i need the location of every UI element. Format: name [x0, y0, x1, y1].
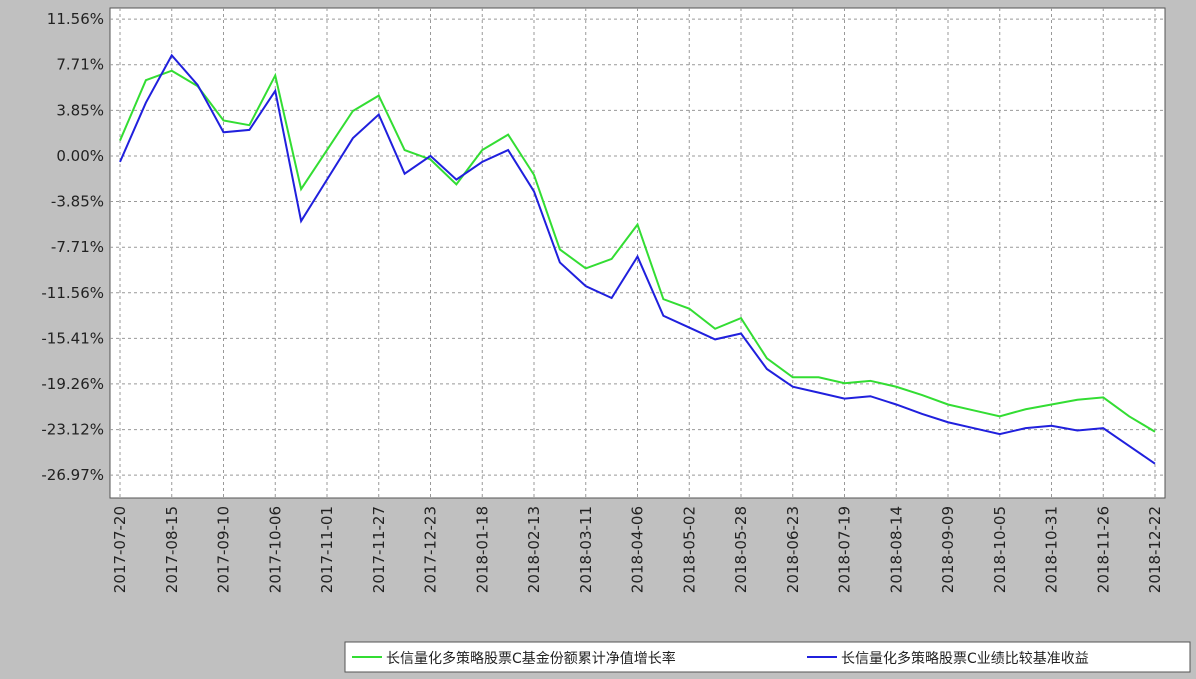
x-tick-label: 2017-08-15: [163, 506, 181, 593]
x-tick-label: 2018-01-18: [473, 506, 491, 593]
x-tick-label: 2017-12-23: [422, 506, 440, 593]
x-tick-label: 2018-03-11: [577, 506, 595, 593]
legend-label: 长信量化多策略股票C基金份额累计净值增长率: [386, 650, 676, 667]
y-tick-label: -11.56%: [41, 284, 104, 302]
x-tick-label: 2018-10-31: [1043, 506, 1061, 593]
x-tick-label: 2018-09-09: [939, 506, 957, 593]
y-tick-label: -26.97%: [41, 466, 104, 484]
y-tick-label: 11.56%: [47, 10, 104, 28]
x-tick-label: 2018-08-14: [887, 506, 905, 593]
x-tick-label: 2017-11-01: [318, 506, 336, 593]
x-tick-label: 2017-10-06: [266, 506, 284, 593]
x-tick-label: 2018-06-23: [784, 506, 802, 593]
x-tick-label: 2018-11-26: [1094, 506, 1112, 593]
y-tick-label: 7.71%: [56, 56, 104, 74]
x-tick-label: 2017-09-10: [215, 506, 233, 593]
x-tick-label: 2018-04-06: [629, 506, 647, 593]
x-tick-label: 2017-07-20: [111, 506, 129, 593]
legend-label: 长信量化多策略股票C业绩比较基准收益: [841, 650, 1089, 667]
x-tick-label: 2018-10-05: [991, 506, 1009, 593]
x-tick-label: 2018-07-19: [836, 506, 854, 593]
y-tick-label: -3.85%: [51, 193, 104, 211]
y-tick-label: -7.71%: [51, 238, 104, 256]
y-tick-label: 3.85%: [56, 101, 104, 119]
y-tick-label: -15.41%: [41, 329, 104, 347]
page: {"chart_data": {"type": "line", "categor…: [0, 0, 1196, 675]
y-tick-label: 0.00%: [56, 147, 104, 165]
x-tick-label: 2018-02-13: [525, 506, 543, 593]
y-tick-label: -19.26%: [41, 375, 104, 393]
x-tick-label: 2018-05-02: [680, 506, 698, 593]
chart: 11.56% 7.71% 3.85% 0.00% -3.85% -7.71% -11.56%…: [0, 0, 1196, 675]
x-tick-label: 2017-11-27: [370, 506, 388, 593]
x-tick-label: 2018-05-28: [732, 506, 750, 593]
x-tick-label: 2018-12-22: [1146, 506, 1164, 593]
y-tick-label: -23.12%: [41, 421, 104, 439]
